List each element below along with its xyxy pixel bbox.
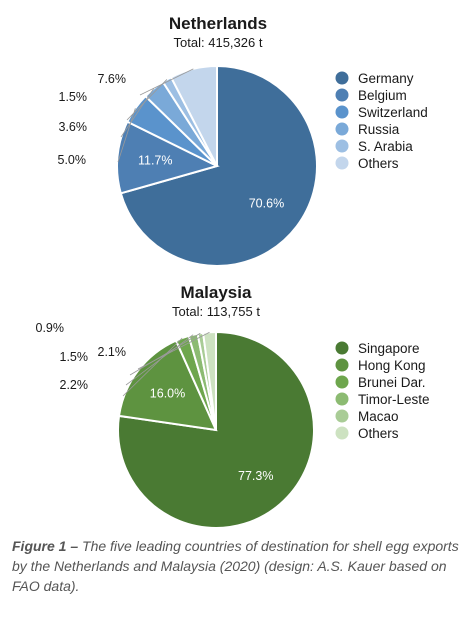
legend-label: Timor-Leste	[358, 392, 430, 407]
legend-label: Germany	[358, 71, 414, 86]
legend-marker	[335, 392, 349, 406]
pie-labels: 77.3% 16.0% 2.2% 1.5% 0.9% 2.1%	[36, 321, 274, 483]
pie-slice-hong-kong	[117, 339, 218, 432]
legend: Singapore Hong Kong Brunei Dar. Timor-Leste…	[335, 341, 430, 441]
legend-label: Russia	[358, 122, 400, 137]
leader-line	[117, 108, 136, 163]
data-label: 70.6%	[249, 196, 284, 210]
pie-charts: Netherlands Total: 415,326 t 70.6% 11.7% 5…	[36, 14, 430, 529]
data-label: 2.2%	[60, 378, 89, 392]
legend-marker	[335, 341, 349, 355]
data-label: 11.7%	[138, 153, 173, 167]
data-label: 3.6%	[59, 120, 88, 134]
legend-marker	[335, 71, 349, 85]
malaysia-chart: Malaysia Total: 113,755 t 77.3% 16.0% 2.2%…	[36, 283, 430, 529]
chart-subtitle: Total: 415,326 t	[174, 35, 263, 50]
data-label: 16.0%	[150, 386, 185, 400]
legend-label: Belgium	[358, 88, 407, 103]
data-label: 77.3%	[238, 469, 273, 483]
leader-line	[122, 337, 183, 397]
netherlands-chart: Netherlands Total: 415,326 t 70.6% 11.7% 5…	[58, 14, 428, 267]
data-label: 7.6%	[98, 72, 127, 86]
legend-label: Singapore	[358, 341, 420, 356]
legend-marker	[335, 358, 349, 372]
caption-head: Figure 1 –	[12, 538, 79, 554]
chart-title: Netherlands	[169, 14, 267, 33]
data-label: 1.5%	[59, 90, 88, 104]
leader-line	[120, 88, 155, 138]
legend-label: Others	[358, 426, 399, 441]
legend-label: Others	[358, 156, 399, 171]
legend-marker	[335, 426, 349, 440]
legend-marker	[335, 122, 349, 136]
legend-label: Hong Kong	[358, 358, 426, 373]
legend-marker	[335, 375, 349, 389]
caption-text: The five leading countries of destinatio…	[12, 538, 459, 594]
legend-marker	[335, 409, 349, 423]
legend-label: Switzerland	[358, 105, 428, 120]
pie-slices	[116, 64, 318, 267]
figure-caption: Figure 1 – The five leading countries of…	[12, 536, 462, 596]
leader-line	[137, 331, 210, 370]
leader-line	[139, 68, 194, 96]
pie-slice-others	[201, 330, 217, 431]
pie-slices	[117, 330, 315, 529]
pie-labels: 70.6% 11.7% 5.0% 3.6% 1.5% 7.6%	[58, 68, 284, 210]
leader-line	[126, 79, 168, 121]
pie-slice-belgium	[116, 120, 220, 195]
data-label: 2.1%	[98, 345, 127, 359]
chart-subtitle: Total: 113,755 t	[172, 304, 260, 319]
legend-label: S. Arabia	[358, 139, 413, 154]
legend-marker	[335, 105, 349, 119]
legend-marker	[335, 156, 349, 170]
leader-line	[129, 332, 201, 376]
legend-label: Macao	[358, 409, 399, 424]
chart-title: Malaysia	[181, 283, 252, 302]
data-label: 5.0%	[58, 153, 87, 167]
leader-line	[125, 334, 194, 386]
legend-label: Brunei Dar.	[358, 375, 426, 390]
data-label: 0.9%	[36, 321, 65, 335]
legend-marker	[335, 88, 349, 102]
legend: Germany Belgium Switzerland Russia S. Arabia…	[335, 71, 428, 171]
legend-marker	[335, 139, 349, 153]
data-label: 1.5%	[60, 350, 89, 364]
